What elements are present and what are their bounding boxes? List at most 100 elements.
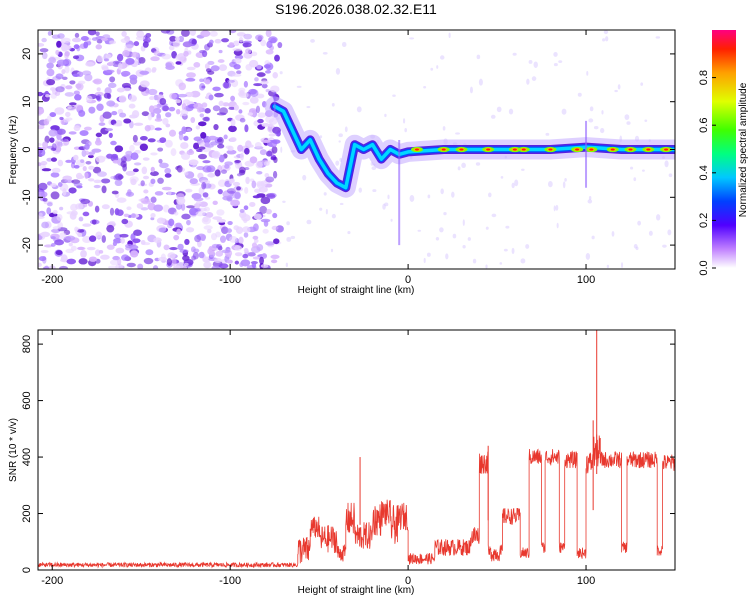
- noise-blob: [181, 213, 191, 220]
- noise-blob: [82, 70, 92, 76]
- snr-y-tick-label: 800: [21, 335, 33, 353]
- noise-blob: [553, 52, 558, 57]
- noise-blob: [125, 191, 135, 197]
- noise-blob: [95, 132, 103, 138]
- noise-blob: [68, 131, 77, 135]
- noise-blob: [511, 247, 515, 255]
- snr-y-ticks: 0 200 400 600 800: [21, 335, 675, 573]
- snr-panel: -200 -100 0 100 0 200 400 600 800 Height of str…: [8, 329, 676, 596]
- noise-blob: [137, 263, 144, 269]
- noise-blob: [168, 218, 175, 227]
- noise-blob: [85, 161, 92, 165]
- noise-blob: [50, 243, 56, 247]
- track-core: [628, 148, 633, 151]
- noise-blob: [265, 70, 271, 74]
- noise-blob: [531, 76, 537, 81]
- noise-blob: [254, 141, 262, 148]
- noise-blob: [167, 190, 172, 196]
- noise-blob: [331, 102, 335, 107]
- noise-blob: [76, 229, 85, 233]
- noise-blob: [265, 49, 274, 55]
- noise-blob: [553, 205, 556, 212]
- noise-blob: [56, 213, 63, 221]
- noise-blob: [114, 233, 122, 239]
- spectrogram-y-ticks: -20 -10 0 10 20: [21, 48, 675, 253]
- noise-blob: [356, 106, 362, 113]
- noise-blob: [161, 53, 172, 60]
- noise-blob: [69, 102, 77, 106]
- noise-blob: [150, 217, 155, 221]
- noise-blob: [306, 219, 312, 225]
- noise-blob: [256, 170, 263, 175]
- noise-blob: [84, 143, 90, 150]
- noise-blob: [150, 196, 157, 203]
- noise-blob: [91, 148, 102, 153]
- noise-blob: [49, 137, 55, 143]
- noise-blob: [272, 170, 278, 179]
- track-core: [575, 148, 580, 151]
- noise-blob: [150, 56, 160, 62]
- noise-blob: [614, 89, 618, 93]
- noise-blob: [478, 78, 483, 86]
- noise-blob: [260, 80, 269, 85]
- noise-blob: [116, 197, 127, 203]
- noise-blob: [244, 124, 249, 133]
- noise-blob: [185, 77, 196, 82]
- noise-blob: [228, 106, 236, 111]
- noise-blob: [126, 206, 132, 211]
- noise-blob: [73, 154, 79, 161]
- noise-blob: [141, 166, 148, 175]
- noise-blob: [52, 226, 61, 230]
- noise-blob: [234, 57, 242, 64]
- noise-blob: [260, 218, 271, 223]
- noise-blob: [165, 139, 173, 148]
- noise-blob: [121, 218, 129, 225]
- noise-blob: [186, 66, 196, 71]
- noise-blob: [52, 209, 58, 215]
- noise-blob: [668, 173, 673, 178]
- noise-blob: [562, 181, 566, 189]
- noise-blob: [662, 244, 667, 248]
- noise-blob: [667, 229, 672, 236]
- noise-blob: [154, 118, 163, 122]
- noise-blob: [45, 94, 50, 98]
- noise-blob: [260, 39, 267, 47]
- noise-blob: [135, 35, 146, 41]
- noise-blob: [181, 152, 191, 160]
- noise-blob: [88, 256, 97, 262]
- noise-blob: [216, 209, 225, 216]
- noise-blob: [96, 55, 103, 63]
- noise-blob: [435, 237, 440, 241]
- noise-blob: [256, 181, 266, 189]
- noise-blob: [263, 64, 271, 69]
- noise-blob: [46, 79, 56, 86]
- noise-blob: [98, 250, 104, 254]
- noise-blob: [190, 246, 196, 253]
- noise-blob: [202, 160, 211, 164]
- noise-blob: [252, 195, 261, 199]
- noise-blob: [245, 176, 250, 185]
- noise-blob: [103, 58, 110, 62]
- noise-blob: [198, 251, 205, 259]
- noise-blob: [47, 202, 53, 207]
- noise-blob: [181, 30, 190, 37]
- noise-blob: [48, 57, 57, 64]
- noise-blob: [219, 235, 227, 243]
- track-core: [646, 148, 651, 151]
- noise-blob: [162, 204, 170, 213]
- noise-blob: [265, 30, 272, 38]
- noise-blob: [279, 71, 283, 75]
- noise-blob: [94, 91, 104, 97]
- noise-blob: [256, 93, 265, 99]
- noise-blob: [72, 55, 80, 60]
- colorbar-label: Normalized spectral amplitude: [738, 82, 749, 217]
- noise-blob: [68, 187, 77, 194]
- noise-blob: [270, 37, 277, 44]
- noise-blob: [217, 189, 223, 195]
- noise-blob: [339, 202, 344, 206]
- noise-blob: [241, 214, 251, 222]
- noise-blob: [214, 169, 221, 177]
- snr-frame: [37, 329, 676, 571]
- noise-blob: [76, 175, 85, 180]
- noise-blob: [93, 78, 103, 85]
